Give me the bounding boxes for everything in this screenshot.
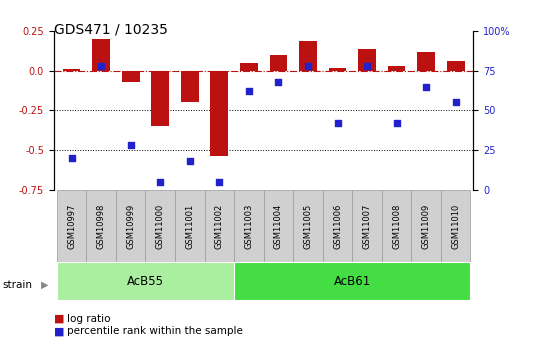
Bar [441, 190, 471, 262]
Bar [62, 69, 80, 71]
Bar [299, 41, 317, 71]
Bar [175, 190, 204, 262]
Text: GSM10997: GSM10997 [67, 203, 76, 249]
Bar [240, 63, 258, 71]
Bar [122, 71, 139, 82]
Point [333, 120, 342, 126]
Text: GSM10999: GSM10999 [126, 203, 135, 249]
Text: AcB61: AcB61 [334, 275, 371, 288]
Point [67, 155, 76, 161]
Bar [412, 190, 441, 262]
Bar [181, 71, 199, 102]
Text: GSM11010: GSM11010 [451, 203, 460, 249]
Bar [92, 39, 110, 71]
Bar [86, 190, 116, 262]
Bar [358, 49, 376, 71]
Text: AcB55: AcB55 [127, 275, 164, 288]
Point [156, 179, 165, 185]
Text: GDS471 / 10235: GDS471 / 10235 [54, 22, 168, 37]
Bar [388, 66, 406, 71]
Bar [56, 262, 234, 300]
Text: ▶: ▶ [41, 280, 48, 289]
Bar [352, 190, 382, 262]
Point [422, 84, 430, 89]
Text: GSM11003: GSM11003 [244, 203, 253, 249]
Text: percentile rank within the sample: percentile rank within the sample [67, 326, 243, 336]
Point [215, 179, 224, 185]
Text: GSM11000: GSM11000 [155, 203, 165, 249]
Bar [447, 61, 465, 71]
Text: GSM11009: GSM11009 [422, 203, 430, 249]
Point [245, 89, 253, 94]
Bar [56, 190, 86, 262]
Bar [264, 190, 293, 262]
Text: ■: ■ [54, 314, 65, 324]
Bar [204, 190, 234, 262]
Text: log ratio: log ratio [67, 314, 111, 324]
Bar [151, 71, 169, 126]
Text: GSM11006: GSM11006 [333, 203, 342, 249]
Text: GSM11002: GSM11002 [215, 203, 224, 249]
Point [274, 79, 282, 85]
Point [451, 100, 460, 105]
Bar [116, 190, 145, 262]
Point [392, 120, 401, 126]
Bar [417, 52, 435, 71]
Text: ■: ■ [54, 326, 65, 336]
Text: GSM10998: GSM10998 [97, 203, 105, 249]
Bar [270, 55, 287, 71]
Bar [323, 190, 352, 262]
Point [186, 158, 194, 164]
Text: strain: strain [3, 280, 33, 289]
Bar [234, 190, 264, 262]
Bar [293, 190, 323, 262]
Point [97, 63, 105, 69]
Point [303, 63, 312, 69]
Text: GSM11007: GSM11007 [363, 203, 372, 249]
Text: GSM11008: GSM11008 [392, 203, 401, 249]
Bar [234, 262, 471, 300]
Point [363, 63, 371, 69]
Text: GSM11005: GSM11005 [303, 203, 313, 249]
Bar [145, 190, 175, 262]
Bar [382, 190, 412, 262]
Bar [210, 71, 228, 156]
Bar [329, 68, 346, 71]
Text: GSM11001: GSM11001 [185, 203, 194, 249]
Point [126, 142, 135, 148]
Text: GSM11004: GSM11004 [274, 203, 283, 249]
